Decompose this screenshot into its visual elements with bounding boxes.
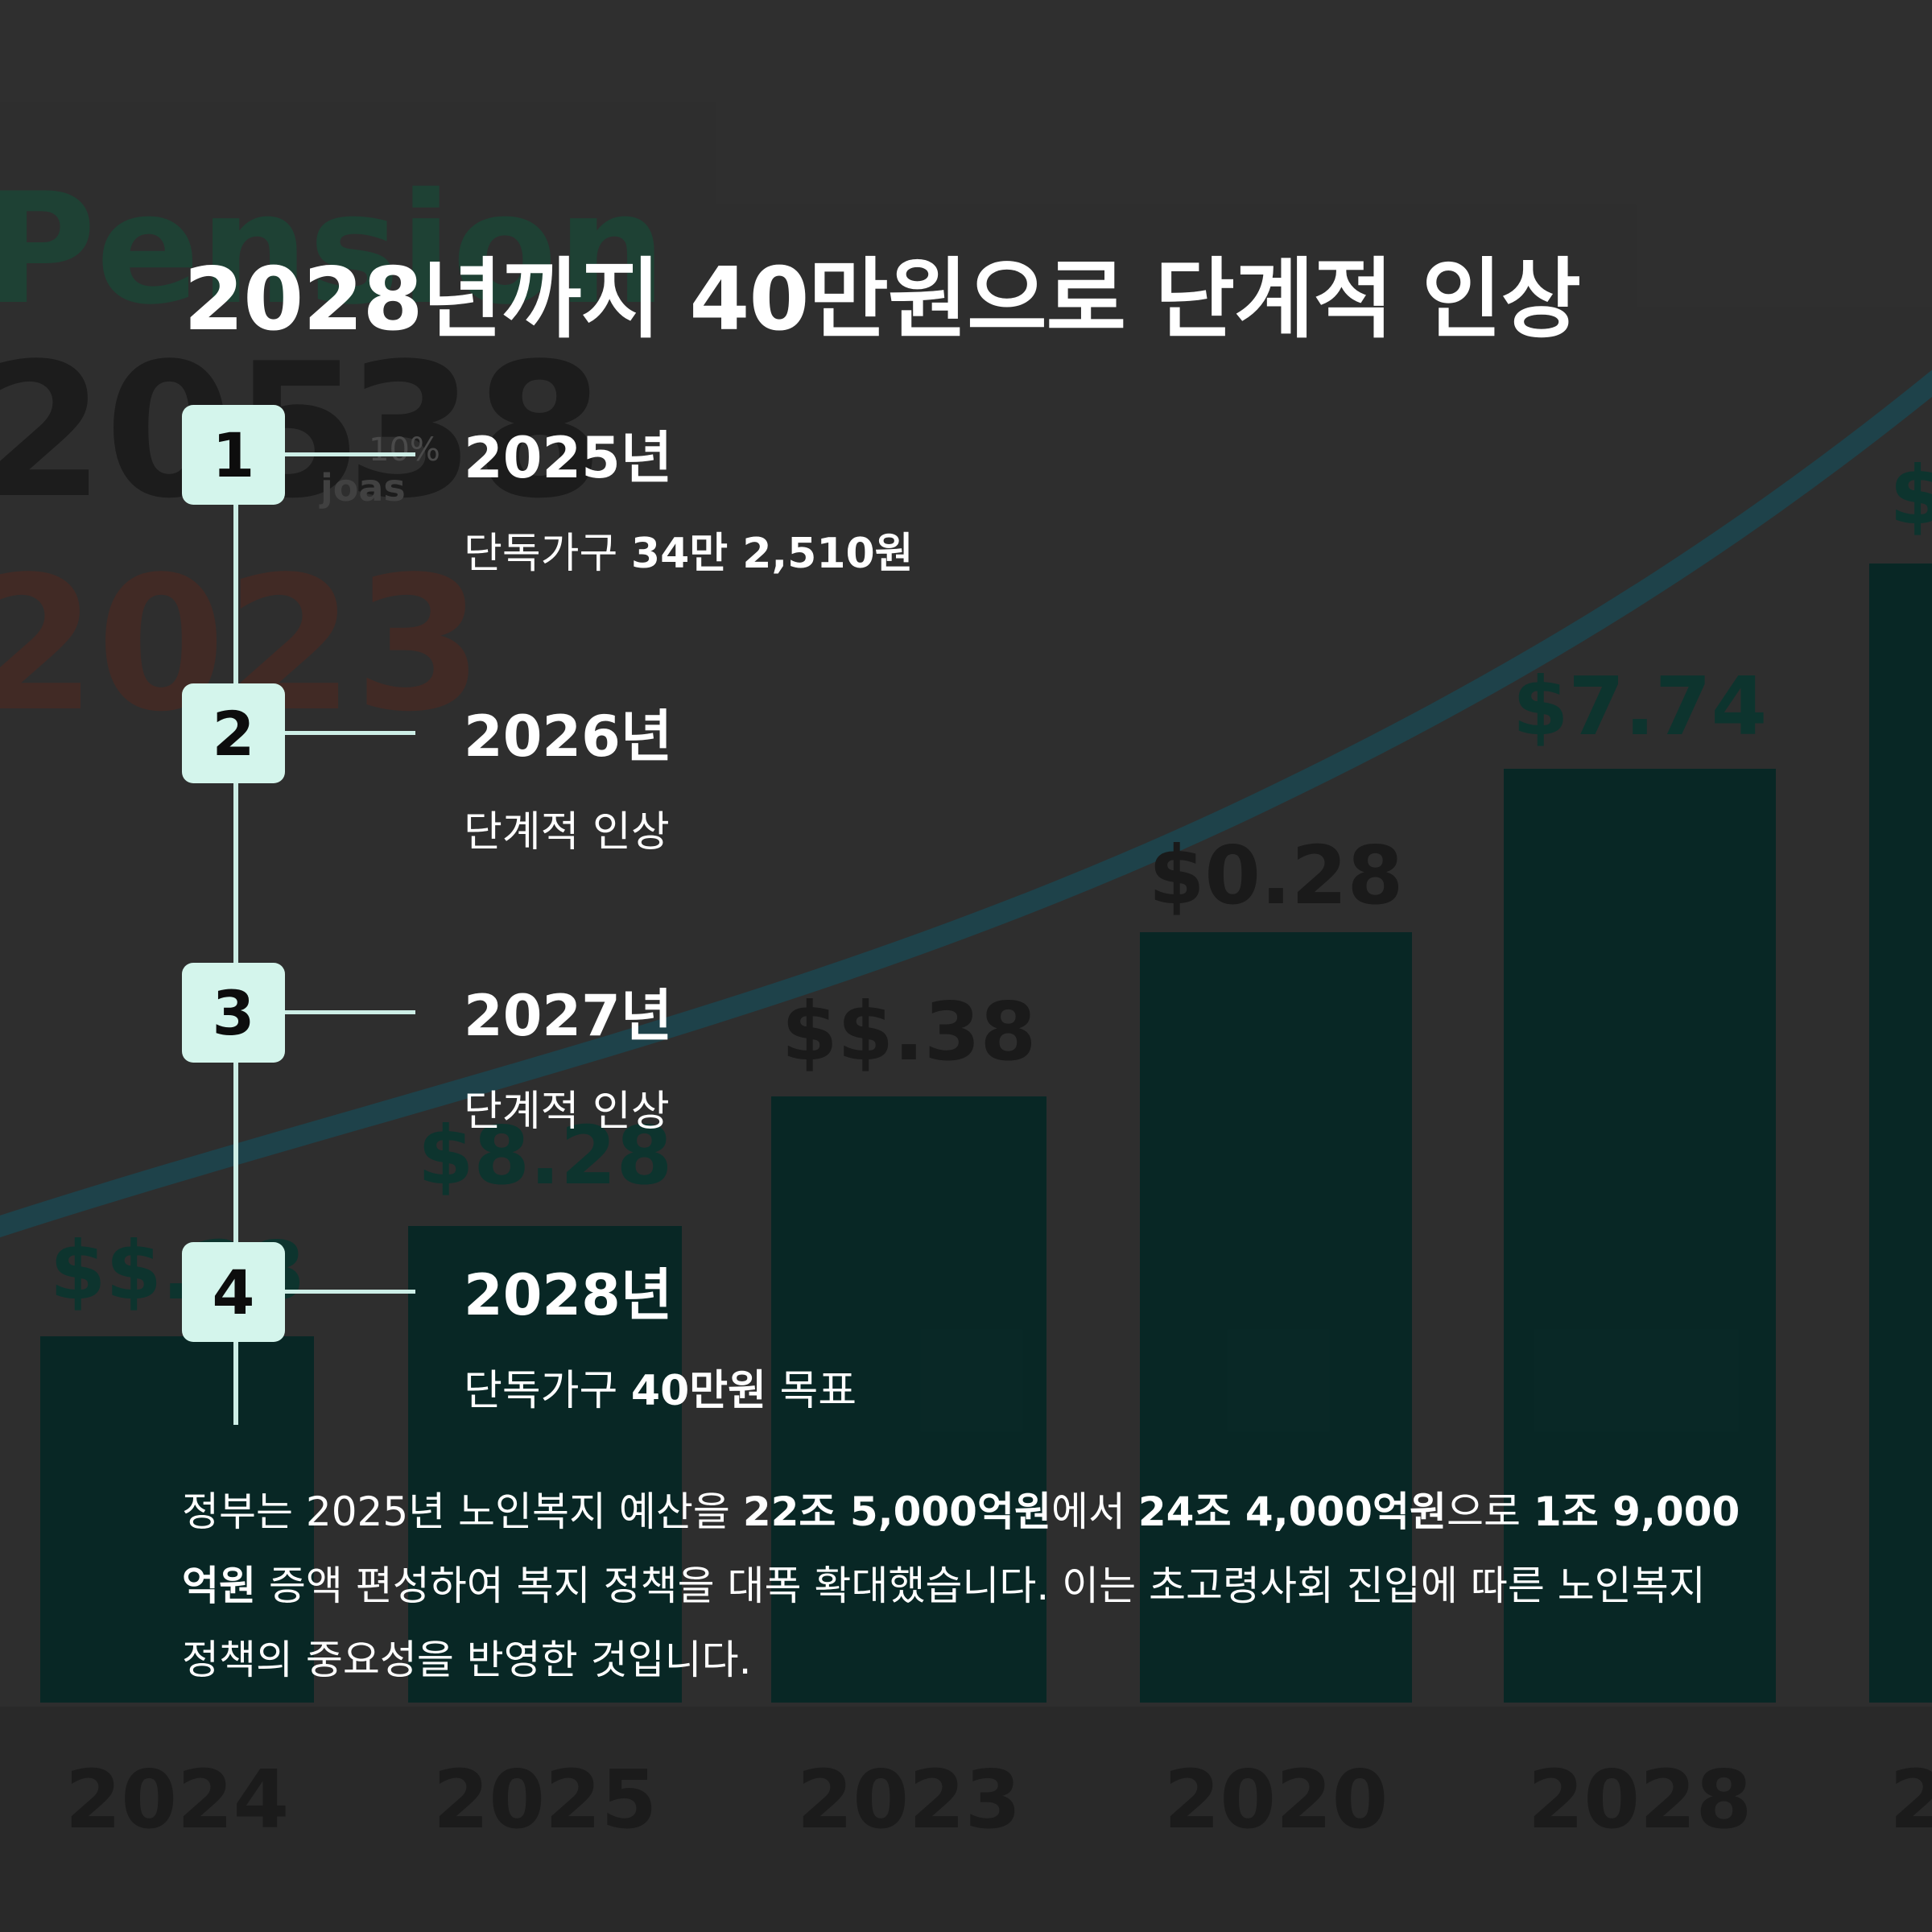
step-desc-suffix: 목표: [766, 1367, 857, 1415]
step-number-badge: 2: [182, 683, 285, 783]
bg-x-labels: 2024 2025 2023 2020 2028 2: [65, 1752, 1932, 1847]
step-number-badge: 3: [182, 963, 285, 1063]
timeline-step-2: 2 2026년 단계적 인상: [182, 683, 906, 877]
summary-amount-increase: 1조 9,000억원: [182, 1488, 1740, 1609]
step-year: 2026년: [464, 704, 673, 770]
step-description: 단계적 인상: [464, 798, 670, 858]
bg-bar: [771, 1096, 1046, 1703]
bg-x-label: 2023: [797, 1752, 1021, 1847]
bg-x-label: 2025: [433, 1752, 657, 1847]
summary-text-2: 에서: [1051, 1488, 1138, 1535]
bg-pension-word: Pension: [0, 160, 666, 338]
step-desc-text: 단독가구: [464, 1367, 631, 1415]
bg-small-b: joas: [319, 466, 406, 510]
step-desc-emphasis: 40만원: [630, 1367, 766, 1415]
bg-x-label: 2020: [1164, 1752, 1388, 1847]
step-description: 단독가구 40만원 목표: [464, 1356, 857, 1417]
bg-trend-curve: [0, 369, 1932, 1238]
step-desc-text: 단계적 인상: [464, 1088, 670, 1136]
summary-amount-before: 22조 5,000억원: [742, 1488, 1051, 1535]
summary-text-1: 정부는 2025년 노인복지 예산을: [182, 1488, 743, 1535]
bg-bar-label: $$.38: [782, 985, 1036, 1079]
bg-bar: [1140, 932, 1412, 1703]
bg-bar-label: $: [1889, 448, 1932, 543]
bg-bar: [1504, 769, 1776, 1703]
bg-bar-label: $0.28: [1149, 828, 1403, 923]
step-desc-text: 단계적 인상: [464, 808, 670, 857]
step-number-badge: 4: [182, 1242, 285, 1342]
step-number-badge: 1: [182, 405, 285, 505]
summary-paragraph: 정부는 2025년 노인복지 예산을 22조 5,000억원에서 24조 4,0…: [182, 1475, 1752, 1697]
bg-number-a: 205: [0, 324, 362, 539]
summary-text-3: 으로: [1447, 1488, 1534, 1535]
step-connector: [285, 1290, 415, 1294]
summary-text-4: 증액 편성하여 복지 정책을 대폭 확대했습니다. 이는 초고령사회 진입에 따…: [182, 1563, 1706, 1683]
timeline-step-1: 1 2025년 단독가구 34만 2,510원: [182, 405, 914, 598]
bg-bars: [40, 564, 1932, 1703]
bg-x-label: 2024: [65, 1752, 289, 1847]
step-connector: [285, 731, 415, 735]
bg-bar-label: $7.74: [1513, 659, 1767, 753]
page-title: 2028년까지 40만원으로 단계적 인상: [184, 250, 1581, 350]
bg-x-label: 2028: [1528, 1752, 1752, 1847]
bg-bar: [40, 1336, 314, 1703]
step-year: 2027년: [464, 983, 673, 1049]
timeline-line: [233, 451, 238, 1425]
bg-bar-label: $8.28: [418, 1108, 672, 1203]
bg-bar: [1869, 564, 1932, 1703]
timeline-step-4: 4 2028년 단독가구 40만원 목표: [182, 1242, 906, 1435]
bg-number-b: 38: [346, 324, 604, 539]
step-year: 2025년: [464, 425, 673, 491]
step-description: 단계적 인상: [464, 1077, 670, 1137]
step-year: 2028년: [464, 1262, 673, 1328]
step-desc-text: 단독가구: [464, 530, 631, 578]
bg-x-label: 2: [1889, 1752, 1932, 1847]
step-description: 단독가구 34만 2,510원: [464, 519, 914, 580]
timeline-step-3: 3 2027년 단계적 인상: [182, 963, 906, 1156]
step-desc-emphasis: 34만 2,510원: [630, 530, 914, 578]
bg-small-a: 10%: [369, 431, 440, 469]
step-connector: [285, 452, 415, 456]
summary-amount-after: 24조 4,000억원: [1137, 1488, 1447, 1535]
step-connector: [285, 1010, 415, 1014]
bg-bar: [408, 1226, 682, 1703]
